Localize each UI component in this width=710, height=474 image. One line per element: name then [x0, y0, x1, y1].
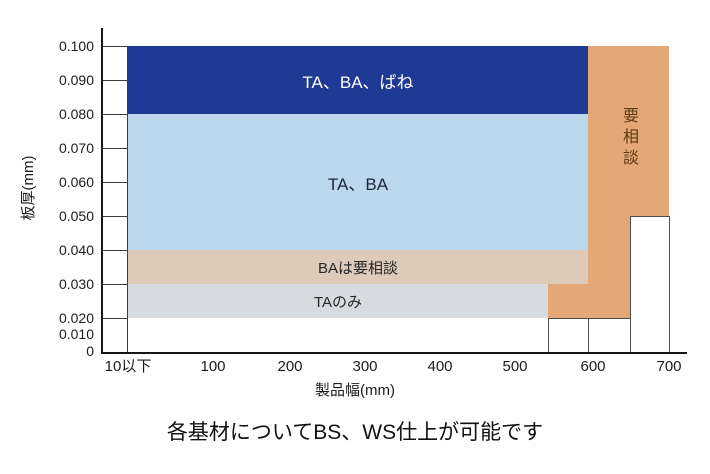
y-tick-label: 0 [86, 343, 94, 359]
y-gridline-0020 [102, 318, 128, 319]
region-consult-step [548, 284, 588, 318]
region-ta-only-label: TAのみ [313, 293, 363, 311]
region-ta-ba-bane: TA、BA、ばね [128, 46, 588, 114]
y-gridline-0030 [102, 284, 128, 285]
region-consult-label: 要相談 [620, 106, 637, 170]
x-tick-label: 600 [580, 358, 606, 375]
y-tick-label: 0.070 [58, 140, 94, 156]
y-tick-label: 0.090 [58, 72, 94, 88]
y-gridline-0100 [102, 46, 128, 47]
x-axis-title: 製品幅(mm) [315, 382, 395, 399]
y-gridline-0080 [102, 114, 128, 115]
x-tick-label: 200 [277, 358, 303, 375]
region-consult-right [630, 46, 669, 216]
y-tick-label: 0.080 [58, 106, 94, 122]
y-tick-label: 0.100 [58, 38, 94, 54]
chart-caption: 各基材についてBS、WS仕上が可能です [166, 421, 544, 444]
region-ta-ba-label: TA、BA [327, 174, 389, 194]
x-tick-label: 400 [427, 358, 453, 375]
excluded-cell-550-600 [548, 318, 589, 354]
y-gridline-0040 [102, 250, 128, 251]
region-ba-consult-label: BAは要相談 [317, 259, 398, 277]
y-gridline-0050 [102, 216, 128, 217]
y-gridline-0090 [102, 80, 128, 81]
region-consult-column [588, 46, 630, 318]
y-tick-label: 0.060 [58, 174, 94, 190]
y-tick-label: 0.040 [58, 242, 94, 258]
y-axis-title: 板厚(mm) [20, 155, 37, 221]
y-gridline-0060 [102, 182, 128, 183]
x-tick-label: 700 [656, 358, 682, 375]
region-ba-consult: BAは要相談 [128, 250, 588, 284]
region-ta-only: TAのみ [128, 284, 548, 318]
excluded-cell-600-650 [588, 318, 631, 354]
left-column-border [127, 46, 128, 353]
y-tick-label: 0.010 [58, 326, 94, 342]
y-tick-label: 0.020 [58, 310, 94, 326]
x-axis-line [101, 352, 687, 354]
y-axis-line [101, 28, 103, 354]
y-tick-label: 0.050 [58, 208, 94, 224]
excluded-cell-650-700 [630, 216, 670, 354]
x-tick-label: 300 [352, 358, 378, 375]
region-ta-ba-bane-label: TA、BA、ばね [302, 72, 414, 92]
x-tick-label: 100 [200, 358, 226, 375]
y-gridline-0070 [102, 148, 128, 149]
x-tick-label: 10以下 [104, 358, 152, 375]
x-tick-label: 500 [502, 358, 528, 375]
region-ta-ba: TA、BA [128, 114, 588, 250]
y-tick-label: 0.030 [58, 276, 94, 292]
